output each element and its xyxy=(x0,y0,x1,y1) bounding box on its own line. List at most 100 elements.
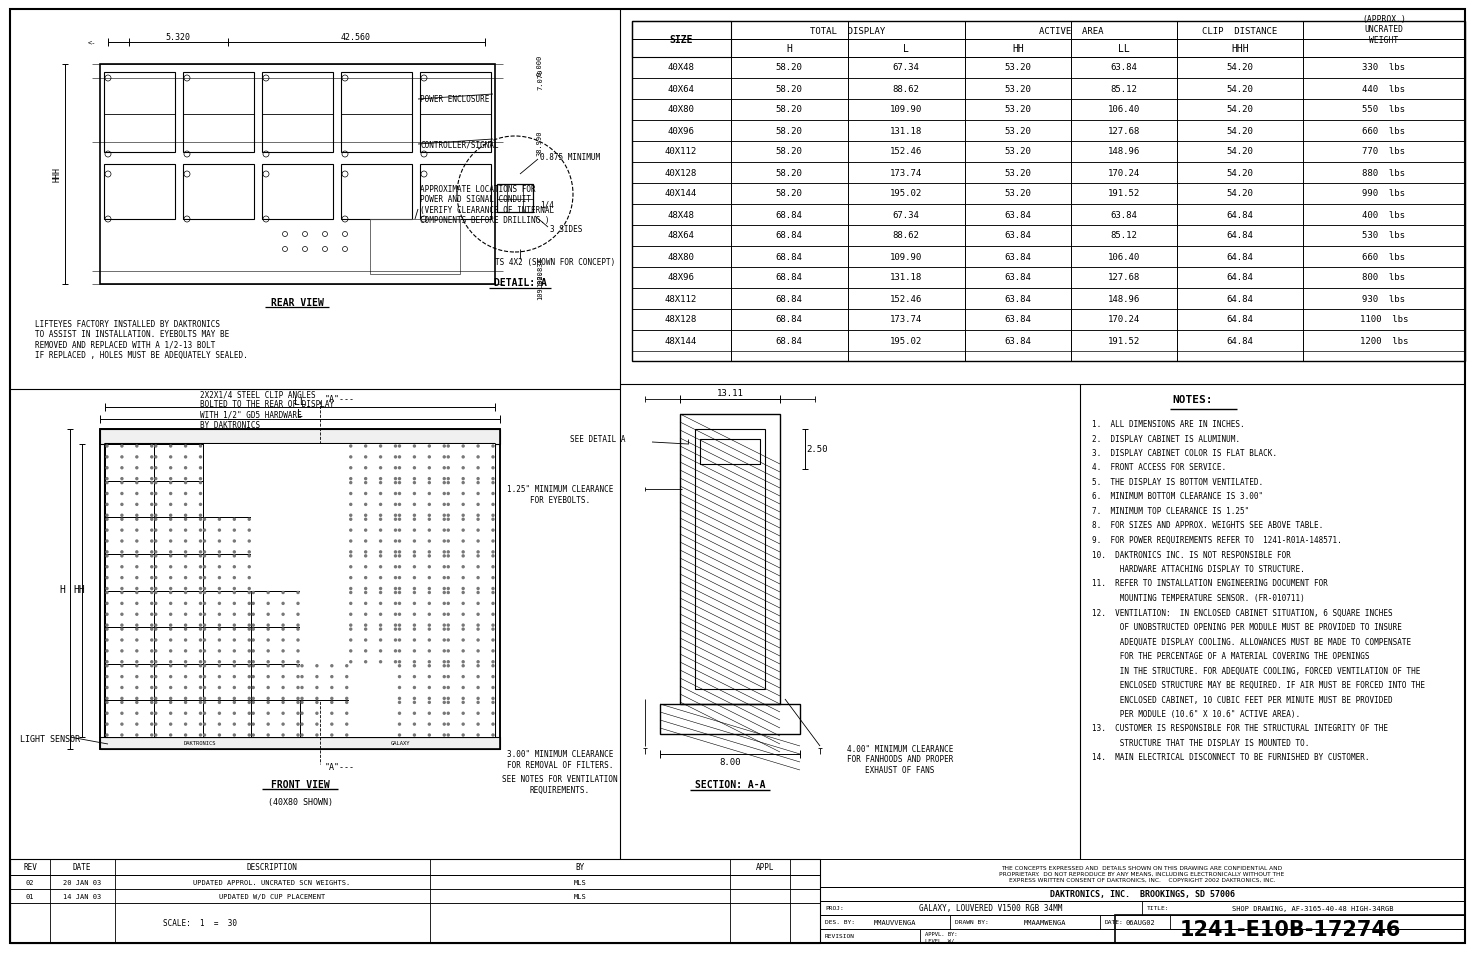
Circle shape xyxy=(155,686,156,689)
Circle shape xyxy=(184,592,187,594)
Circle shape xyxy=(150,515,153,517)
Circle shape xyxy=(121,687,122,689)
Circle shape xyxy=(476,529,479,532)
Text: NOTES:: NOTES: xyxy=(1173,395,1212,405)
Circle shape xyxy=(476,614,479,616)
Circle shape xyxy=(121,551,122,554)
Circle shape xyxy=(248,701,251,704)
Circle shape xyxy=(150,624,153,626)
Text: 131.18: 131.18 xyxy=(889,274,922,282)
Circle shape xyxy=(447,624,450,626)
Circle shape xyxy=(394,456,397,458)
Circle shape xyxy=(364,518,367,521)
Circle shape xyxy=(218,503,221,506)
Circle shape xyxy=(398,515,401,517)
Circle shape xyxy=(267,686,270,689)
Text: 170.24: 170.24 xyxy=(1108,169,1140,177)
Circle shape xyxy=(267,628,268,631)
Circle shape xyxy=(316,624,319,627)
Bar xyxy=(202,555,251,591)
Circle shape xyxy=(248,614,251,616)
Circle shape xyxy=(350,628,353,631)
Circle shape xyxy=(204,602,205,605)
Circle shape xyxy=(170,445,173,448)
Circle shape xyxy=(121,446,122,448)
Bar xyxy=(820,901,1465,915)
Circle shape xyxy=(155,624,156,627)
Circle shape xyxy=(106,477,108,480)
Text: 54.20: 54.20 xyxy=(1227,169,1254,177)
Circle shape xyxy=(248,665,251,667)
Circle shape xyxy=(121,698,122,700)
Circle shape xyxy=(345,515,348,517)
Circle shape xyxy=(136,555,139,558)
Circle shape xyxy=(345,676,348,679)
Circle shape xyxy=(184,551,186,554)
Circle shape xyxy=(204,566,205,568)
Circle shape xyxy=(184,660,187,663)
Circle shape xyxy=(345,650,348,653)
Circle shape xyxy=(301,566,304,568)
Circle shape xyxy=(150,665,153,667)
Circle shape xyxy=(267,734,270,737)
Circle shape xyxy=(394,556,397,558)
Circle shape xyxy=(170,515,173,517)
Text: 68.84: 68.84 xyxy=(776,274,802,282)
Circle shape xyxy=(106,540,108,542)
Bar xyxy=(348,555,397,591)
Circle shape xyxy=(444,577,445,579)
Circle shape xyxy=(282,540,285,542)
Circle shape xyxy=(398,456,401,458)
Circle shape xyxy=(106,661,108,663)
Circle shape xyxy=(330,628,333,631)
Circle shape xyxy=(476,445,479,448)
Circle shape xyxy=(316,686,319,689)
Text: MOUNTING TEMPERATURE SENSOR. (FR-010711): MOUNTING TEMPERATURE SENSOR. (FR-010711) xyxy=(1092,594,1305,602)
Text: ENCLOSED STRUCTURE MAY BE REQUIRED. IF AIR MUST BE FORCED INTO THE: ENCLOSED STRUCTURE MAY BE REQUIRED. IF A… xyxy=(1092,680,1425,689)
Circle shape xyxy=(462,529,465,532)
Circle shape xyxy=(121,661,122,663)
Circle shape xyxy=(282,723,285,725)
Circle shape xyxy=(462,467,465,469)
Circle shape xyxy=(428,482,431,484)
Circle shape xyxy=(136,482,139,484)
Circle shape xyxy=(204,713,205,715)
Circle shape xyxy=(301,701,304,704)
Text: 06AUG02: 06AUG02 xyxy=(1125,919,1155,925)
Circle shape xyxy=(170,701,171,703)
Circle shape xyxy=(301,493,304,496)
Circle shape xyxy=(301,445,304,448)
Circle shape xyxy=(199,515,202,517)
Bar xyxy=(631,121,1465,142)
Circle shape xyxy=(330,698,333,700)
Circle shape xyxy=(447,713,450,715)
Text: DAKTRONICS: DAKTRONICS xyxy=(184,740,217,745)
Circle shape xyxy=(155,529,156,532)
Circle shape xyxy=(462,639,465,641)
Text: 8.00: 8.00 xyxy=(720,758,740,767)
Text: APPROXIMATE LOCATIONS FOR
POWER AND SIGNAL CONDUIT
(VERIFY CLEARANCE OF INTERNAL: APPROXIMATE LOCATIONS FOR POWER AND SIGN… xyxy=(420,185,555,225)
Circle shape xyxy=(233,445,236,448)
Circle shape xyxy=(233,555,236,558)
Circle shape xyxy=(218,734,221,737)
Circle shape xyxy=(121,713,122,715)
Circle shape xyxy=(121,555,122,558)
Circle shape xyxy=(447,478,450,480)
Text: H: H xyxy=(786,44,792,54)
Circle shape xyxy=(252,639,255,641)
Bar xyxy=(447,444,496,481)
Circle shape xyxy=(491,650,494,653)
Bar xyxy=(701,439,760,464)
Circle shape xyxy=(394,503,397,506)
Circle shape xyxy=(491,660,494,663)
Circle shape xyxy=(199,624,202,626)
Circle shape xyxy=(233,624,236,626)
Text: 102.830: 102.830 xyxy=(537,257,543,287)
Text: 8.  FOR SIZES AND APPROX. WEIGHTS SEE ABOVE TABLE.: 8. FOR SIZES AND APPROX. WEIGHTS SEE ABO… xyxy=(1092,521,1323,530)
Circle shape xyxy=(106,504,108,506)
Circle shape xyxy=(493,504,494,506)
Circle shape xyxy=(155,676,156,679)
Circle shape xyxy=(199,712,202,715)
Circle shape xyxy=(428,650,431,653)
Circle shape xyxy=(218,456,221,458)
